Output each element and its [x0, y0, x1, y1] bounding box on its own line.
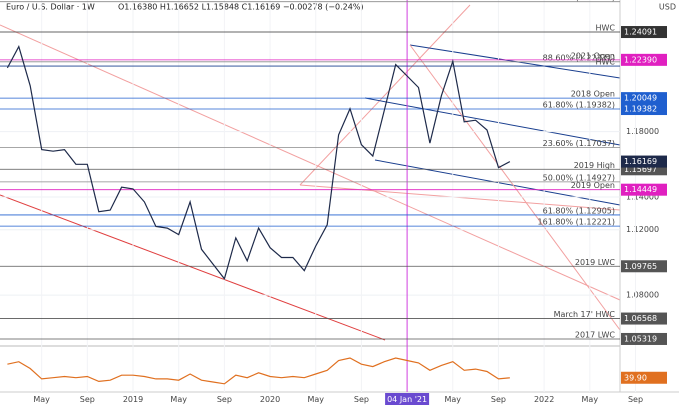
price-tag	[621, 103, 667, 116]
price-tag	[621, 92, 667, 105]
y-tick-label: 1.12000	[626, 225, 659, 234]
x-tick-label: May	[307, 395, 324, 404]
level-text: 2017 LWC	[575, 330, 616, 339]
x-tick-label: 2019	[123, 395, 143, 404]
price-line	[6, 45, 511, 281]
level-text: HWC	[595, 24, 615, 33]
price-tag	[621, 53, 667, 66]
x-tick-label: Sep	[217, 395, 232, 404]
x-tick-label: 2020	[260, 395, 280, 404]
x-tick-label: Sep	[354, 395, 369, 404]
price-tag	[621, 312, 667, 325]
price-tag-label: 1.14449	[624, 185, 657, 194]
price-tag-label: 1.15697	[624, 165, 657, 174]
trendline	[0, 194, 386, 341]
last-tag-label: 1.16169	[624, 157, 657, 166]
level-text: 50.00% (1.14927)	[543, 173, 615, 182]
price-tag	[621, 183, 667, 196]
price-tag-label: 1.19382	[624, 105, 657, 114]
trendline	[0, 24, 621, 301]
level-text: 61.80% (1.25948)	[543, 0, 615, 2]
price-tag	[621, 26, 667, 39]
ohlc: O1.16380 H1.16652 L1.15848 C1.16169 −0.0…	[118, 3, 364, 12]
level-text: 2018 Open	[571, 90, 615, 99]
y-tick-label: 1.14000	[626, 193, 659, 202]
price-tag-label: 1.24091	[624, 28, 657, 37]
level-text: 2019 Open	[571, 181, 615, 190]
y-tick-label: 1.08000	[626, 291, 659, 300]
level-text: March 17' HWC	[554, 310, 616, 319]
x-tick-label: May	[445, 395, 462, 404]
trendline	[299, 4, 471, 186]
symbol-title: Euro / U.S. Dollar · 1W	[6, 3, 95, 12]
x-tick-label: 04 Jan '21	[387, 395, 427, 404]
last-tag	[621, 155, 667, 168]
level-text: 61.80% (1.19382)	[543, 101, 615, 110]
level-text: 88.60% (1.22271)	[543, 53, 615, 62]
level-text: 161.80% (1.12221)	[538, 218, 615, 227]
x-tick-label: May	[170, 395, 187, 404]
rsi-line	[7, 357, 510, 385]
level-text: 2021 Open	[571, 51, 615, 60]
x-tick-label: 2022	[534, 395, 554, 404]
x-tick-label: Sep	[628, 395, 643, 404]
last-tag	[621, 371, 667, 384]
level-text: HWC	[595, 58, 615, 67]
level-text: 2019 High	[574, 161, 615, 170]
x-tick-label: Sep	[491, 395, 506, 404]
x-tick-label: May	[582, 395, 599, 404]
highlight-box	[385, 393, 430, 405]
trendline	[409, 44, 621, 331]
level-text: 23.60% (1.17037)	[543, 139, 615, 148]
price-tag	[621, 332, 667, 345]
price-tag-label: 1.20049	[624, 94, 657, 103]
level-text: 61.80% (1.12905)	[543, 206, 615, 215]
x-tick-label: Sep	[80, 395, 95, 404]
price-tag-label: 1.06568	[624, 314, 657, 323]
price-tag-label: 1.05319	[624, 334, 657, 343]
last-tag-label: 39.90	[624, 373, 647, 382]
level-text: 2019 LWC	[575, 258, 616, 267]
y-tick-label: 1.18000	[626, 127, 659, 136]
price-tag-label: 1.22390	[624, 55, 657, 64]
price-tag	[621, 260, 667, 273]
currency: USD	[659, 3, 676, 12]
x-tick-label: May	[33, 395, 50, 404]
price-tag-label: 1.09765	[624, 262, 657, 271]
